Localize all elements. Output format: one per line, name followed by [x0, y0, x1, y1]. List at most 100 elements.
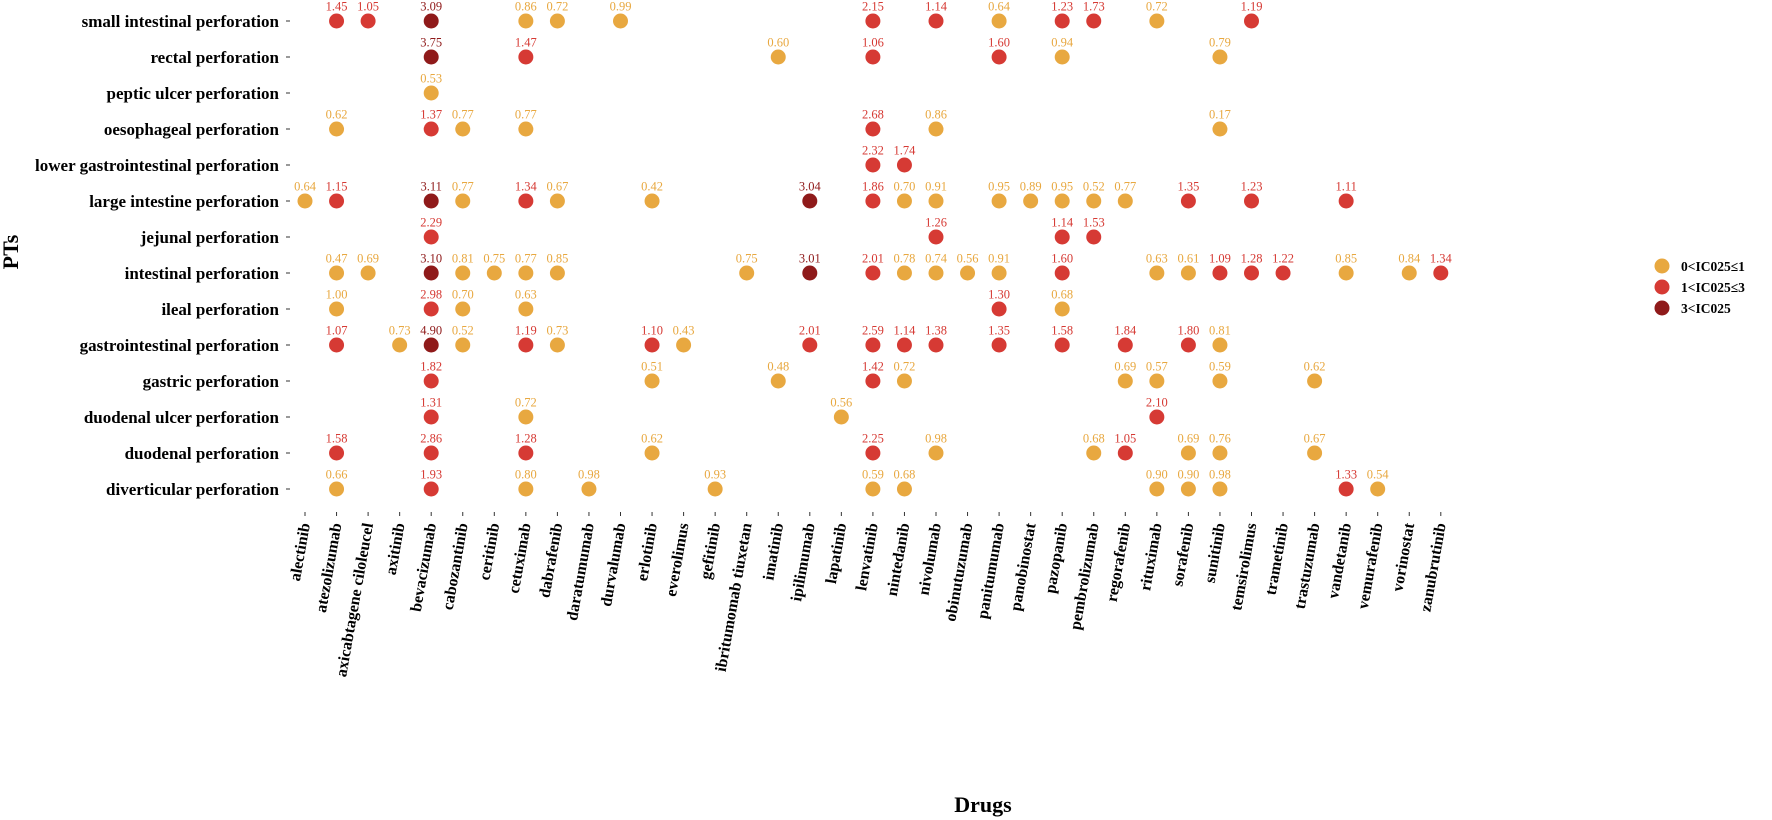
data-point: [865, 49, 881, 65]
data-label: 1.23: [1241, 180, 1263, 194]
data-point: [1370, 481, 1386, 497]
data-label: 1.58: [1051, 324, 1073, 338]
data-label: 0.89: [1020, 180, 1042, 194]
data-point: [991, 265, 1007, 281]
data-point: [518, 445, 534, 461]
data-point: [991, 337, 1007, 353]
data-point: [1212, 49, 1228, 65]
data-point: [518, 193, 534, 209]
x-tick-label: obinutuzumab: [942, 522, 976, 623]
x-tick-label: nintedanib: [884, 522, 914, 598]
data-label: 2.59: [862, 324, 884, 338]
data-point: [1086, 229, 1102, 245]
legend: 0<IC025≤1 1<IC025≤3 3<IC025: [1654, 258, 1745, 316]
data-point: [329, 193, 345, 209]
data-point: [865, 193, 881, 209]
data-point: [518, 481, 534, 497]
data-point: [423, 481, 439, 497]
data-point: [802, 337, 818, 353]
data-point: [329, 265, 345, 281]
data-label: 0.72: [546, 0, 568, 14]
data-label: 0.61: [1177, 252, 1199, 266]
data-label: 0.63: [515, 288, 537, 302]
data-point: [329, 13, 345, 29]
x-tick-label: vemurafenib: [1355, 522, 1387, 611]
data-label: 1.33: [1335, 468, 1357, 482]
data-label: 0.56: [830, 396, 852, 410]
data-point: [865, 13, 881, 29]
data-label: 1.31: [420, 396, 442, 410]
data-point: [455, 193, 471, 209]
data-label: 1.35: [1177, 180, 1199, 194]
data-label: 3.10: [420, 252, 442, 266]
data-label: 0.52: [1083, 180, 1105, 194]
data-point: [1149, 13, 1165, 29]
data-point: [644, 337, 660, 353]
data-label: 3.09: [420, 0, 442, 14]
x-tick-label: temsirolimus: [1228, 522, 1260, 612]
data-point: [1433, 265, 1449, 281]
data-label: 0.48: [767, 360, 789, 374]
data-label: 3.11: [420, 180, 441, 194]
data-label: 0.75: [736, 252, 758, 266]
x-tick-label: atezolizumab: [313, 522, 346, 614]
data-point: [423, 409, 439, 425]
data-point: [1023, 193, 1039, 209]
data-point: [896, 337, 912, 353]
data-label: 0.73: [389, 324, 411, 338]
data-label: 0.64: [294, 180, 317, 194]
data-label: 0.74: [925, 252, 948, 266]
data-point: [1180, 481, 1196, 497]
data-point: [518, 301, 534, 317]
data-label: 1.47: [515, 36, 537, 50]
data-label: 0.77: [515, 252, 537, 266]
data-point: [1212, 373, 1228, 389]
data-label: 1.23: [1051, 0, 1073, 14]
data-label: 1.15: [326, 180, 348, 194]
data-point: [896, 481, 912, 497]
data-point: [928, 445, 944, 461]
data-label: 0.72: [1146, 0, 1168, 14]
data-point: [896, 157, 912, 173]
data-label: 1.05: [1114, 432, 1136, 446]
data-point: [1117, 373, 1133, 389]
data-point: [1307, 445, 1323, 461]
data-label: 0.69: [357, 252, 379, 266]
data-label: 0.42: [641, 180, 663, 194]
data-point: [518, 121, 534, 137]
data-label: 1.35: [988, 324, 1010, 338]
x-tick-label: trametinib: [1263, 522, 1292, 597]
data-label: 0.95: [988, 180, 1010, 194]
data-label: 0.63: [1146, 252, 1168, 266]
data-label: 1.58: [326, 432, 348, 446]
data-point: [1180, 337, 1196, 353]
x-tick-label: gefitinib: [697, 522, 724, 581]
data-label: 1.26: [925, 216, 947, 230]
legend-swatch: [1654, 258, 1670, 274]
data-point: [1275, 265, 1291, 281]
data-label: 1.19: [515, 324, 537, 338]
data-point: [455, 337, 471, 353]
data-label: 0.59: [862, 468, 884, 482]
data-point: [423, 445, 439, 461]
x-tick-label: erlotinib: [634, 522, 661, 583]
y-tick-label: jejunal perforation: [140, 228, 280, 247]
x-tick-label: cetuximab: [506, 522, 535, 595]
x-tick-label: sorafenib: [1169, 522, 1197, 588]
data-point: [991, 49, 1007, 65]
x-tick-label: cabozantinib: [440, 522, 472, 612]
data-point: [1086, 193, 1102, 209]
data-label: 0.62: [1304, 360, 1326, 374]
data-point: [329, 337, 345, 353]
data-point: [1086, 445, 1102, 461]
data-label: 1.80: [1177, 324, 1199, 338]
data-label: 0.78: [894, 252, 916, 266]
x-axis-title: Drugs: [954, 792, 1012, 817]
data-point: [1054, 337, 1070, 353]
data-point: [1086, 13, 1102, 29]
data-point: [423, 337, 439, 353]
data-point: [423, 121, 439, 137]
data-point: [1117, 445, 1133, 461]
